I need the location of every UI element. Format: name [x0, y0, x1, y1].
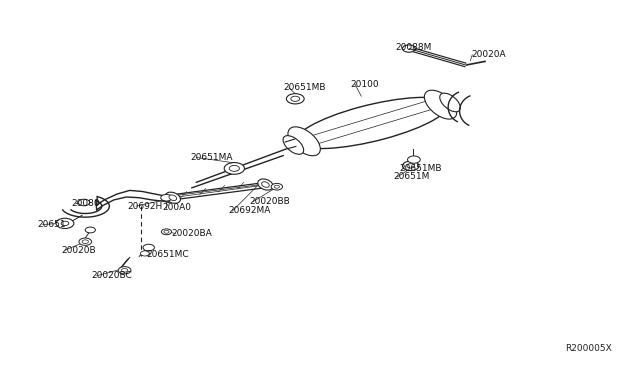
Text: 200A0: 200A0 [163, 203, 191, 212]
Ellipse shape [440, 93, 460, 112]
Circle shape [403, 161, 419, 171]
Circle shape [56, 218, 74, 228]
Circle shape [78, 199, 90, 206]
Text: 20651MC: 20651MC [146, 250, 189, 259]
Circle shape [85, 227, 95, 233]
Circle shape [61, 221, 68, 225]
Text: 20080: 20080 [71, 199, 100, 208]
Circle shape [408, 156, 420, 163]
Circle shape [161, 195, 172, 201]
Circle shape [122, 269, 128, 272]
Ellipse shape [296, 97, 448, 148]
Text: 20088M: 20088M [395, 43, 431, 52]
Polygon shape [173, 182, 266, 200]
Circle shape [143, 244, 154, 251]
Text: 20100: 20100 [351, 80, 379, 89]
Ellipse shape [283, 136, 303, 154]
Ellipse shape [169, 195, 177, 201]
Text: 20020A: 20020A [471, 50, 506, 59]
Text: 20651MB: 20651MB [399, 164, 442, 173]
Circle shape [224, 163, 244, 174]
Text: 20020BB: 20020BB [249, 197, 290, 206]
Circle shape [118, 267, 131, 274]
Text: 20651: 20651 [38, 220, 67, 229]
Text: 20651MB: 20651MB [284, 83, 326, 92]
Circle shape [82, 240, 88, 244]
Ellipse shape [424, 90, 457, 119]
Circle shape [140, 251, 149, 256]
Circle shape [229, 166, 239, 171]
Text: 20651MA: 20651MA [190, 153, 232, 162]
Ellipse shape [262, 182, 269, 187]
Circle shape [403, 45, 415, 52]
Circle shape [164, 230, 169, 233]
Text: 20692H: 20692H [127, 202, 163, 211]
Ellipse shape [165, 192, 180, 203]
Circle shape [79, 238, 92, 246]
Text: 20692MA: 20692MA [228, 206, 270, 215]
Circle shape [407, 164, 415, 168]
Circle shape [291, 96, 300, 101]
Circle shape [161, 229, 172, 235]
Circle shape [286, 94, 304, 104]
Text: 20020B: 20020B [61, 246, 96, 254]
Circle shape [271, 183, 283, 190]
Text: 20651M: 20651M [393, 172, 429, 181]
Text: 20020BC: 20020BC [92, 271, 132, 280]
Circle shape [275, 185, 280, 188]
Text: 20020BA: 20020BA [171, 229, 212, 238]
Text: R200005X: R200005X [565, 344, 612, 353]
Ellipse shape [288, 127, 321, 156]
Ellipse shape [258, 179, 273, 190]
